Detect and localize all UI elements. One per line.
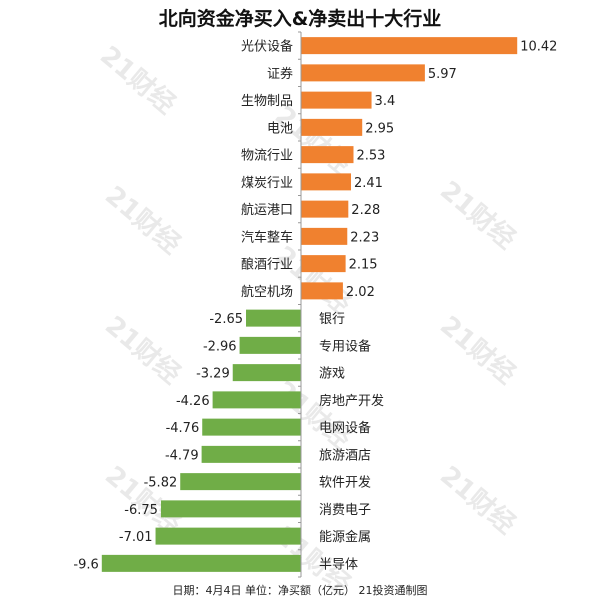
bar-negative (232, 364, 301, 382)
bar-negative (160, 500, 301, 518)
chart-footer-note: 日期：4月4日 单位：净买额（亿元） 21投资通制图 (172, 584, 428, 597)
bar-positive (301, 200, 349, 218)
bar-positive (301, 64, 425, 82)
category-label: 消费电子 (319, 503, 371, 518)
bar-negative (180, 473, 301, 491)
value-label: 2.15 (349, 258, 378, 273)
value-label: 2.02 (346, 285, 375, 300)
bar-positive (301, 227, 348, 245)
category-label: 半导体 (319, 557, 358, 572)
category-label: 酿酒行业 (241, 257, 293, 273)
bar-positive (301, 282, 343, 300)
value-label: -9.6 (73, 557, 98, 572)
value-label: -6.75 (124, 503, 158, 518)
bar-positive (301, 118, 363, 136)
category-label: 能源金属 (319, 529, 371, 545)
bar-negative (212, 391, 301, 409)
value-label: 2.53 (356, 149, 385, 164)
bar-negative (201, 445, 301, 463)
category-label: 物流行业 (241, 149, 293, 164)
bar-negative (101, 554, 301, 572)
category-label: 证券 (267, 66, 293, 82)
category-label: 银行 (319, 312, 345, 327)
value-label: 2.95 (365, 121, 394, 136)
category-label: 航运港口 (241, 202, 293, 218)
category-label: 煤炭行业 (241, 176, 293, 191)
category-label: 生物制品 (241, 94, 293, 109)
category-label: 房地产开发 (319, 393, 384, 409)
bar-positive (301, 37, 518, 55)
value-label: -4.26 (176, 394, 210, 409)
value-label: 2.23 (350, 230, 379, 245)
value-label: -4.79 (165, 448, 199, 463)
bar-positive (301, 91, 372, 109)
category-label: 旅游酒店 (319, 448, 371, 463)
value-label: 10.42 (520, 40, 557, 55)
value-label: -4.76 (166, 421, 200, 436)
category-label: 光伏设备 (241, 39, 293, 55)
category-label: 汽车整车 (241, 229, 293, 245)
value-label: -2.96 (203, 339, 237, 354)
value-label: 2.41 (354, 176, 383, 191)
value-label: -2.65 (209, 312, 243, 327)
bar-negative (239, 336, 301, 354)
value-label: -3.29 (196, 367, 230, 382)
value-label: -5.82 (144, 476, 178, 491)
value-label: 3.4 (375, 94, 396, 109)
bar-negative (246, 309, 301, 327)
bar-positive (301, 146, 354, 164)
category-label: 电池 (267, 121, 293, 136)
value-label: 5.97 (428, 67, 457, 82)
bar-negative (202, 418, 301, 436)
value-label: 2.28 (351, 203, 380, 218)
chart-title: 北向资金净买入&净卖出十大行业 (158, 8, 442, 30)
bar-positive (301, 255, 346, 273)
category-label: 航空机场 (241, 284, 293, 300)
category-label: 电网设备 (319, 420, 371, 436)
category-label: 专用设备 (319, 338, 371, 354)
bar-positive (301, 173, 352, 191)
bar-negative (155, 527, 301, 545)
category-label: 游戏 (319, 367, 345, 382)
category-label: 软件开发 (319, 475, 371, 491)
value-label: -7.01 (119, 530, 153, 545)
